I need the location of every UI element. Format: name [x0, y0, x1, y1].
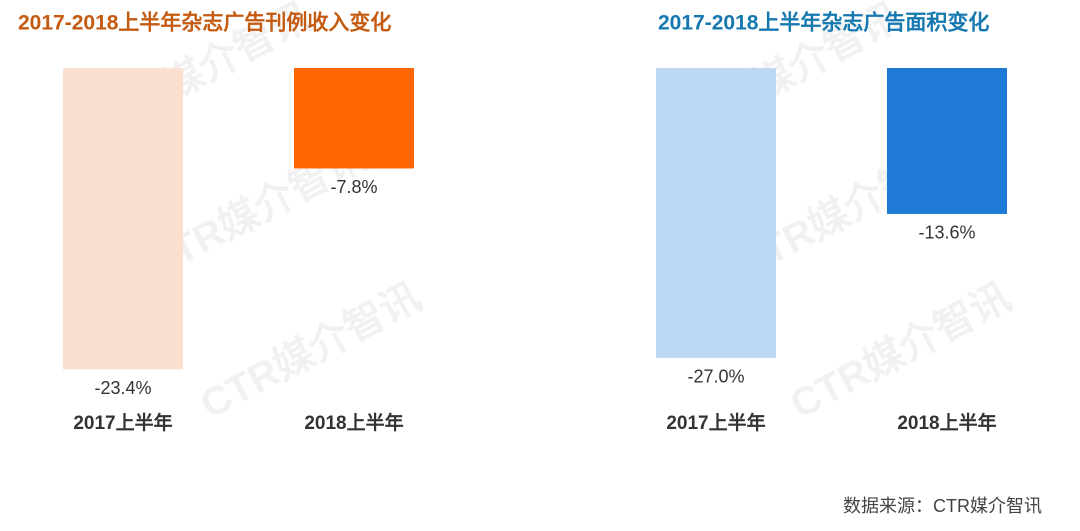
- value-label: -23.4%: [94, 378, 151, 398]
- watermark: CTR媒介智讯: [784, 275, 1019, 428]
- bar: [63, 68, 183, 370]
- bar: [656, 68, 776, 358]
- watermark: CTR媒介智讯: [194, 275, 429, 428]
- bar: [887, 68, 1007, 214]
- bar: [294, 68, 414, 169]
- value-label: -13.6%: [918, 223, 975, 243]
- source: 数据来源：CTR媒介智讯: [843, 496, 1042, 516]
- category-label: 2017上半年: [73, 411, 172, 434]
- category-label: 2017上半年: [666, 411, 765, 434]
- category-label: 2018上半年: [304, 411, 403, 434]
- value-label: -27.0%: [687, 367, 744, 387]
- value-label: -7.8%: [330, 177, 377, 197]
- chart-title: 2017-2018上半年杂志广告面积变化: [658, 11, 989, 35]
- category-label: 2018上半年: [897, 411, 996, 434]
- chart-title: 2017-2018上半年杂志广告刊例收入变化: [18, 11, 391, 35]
